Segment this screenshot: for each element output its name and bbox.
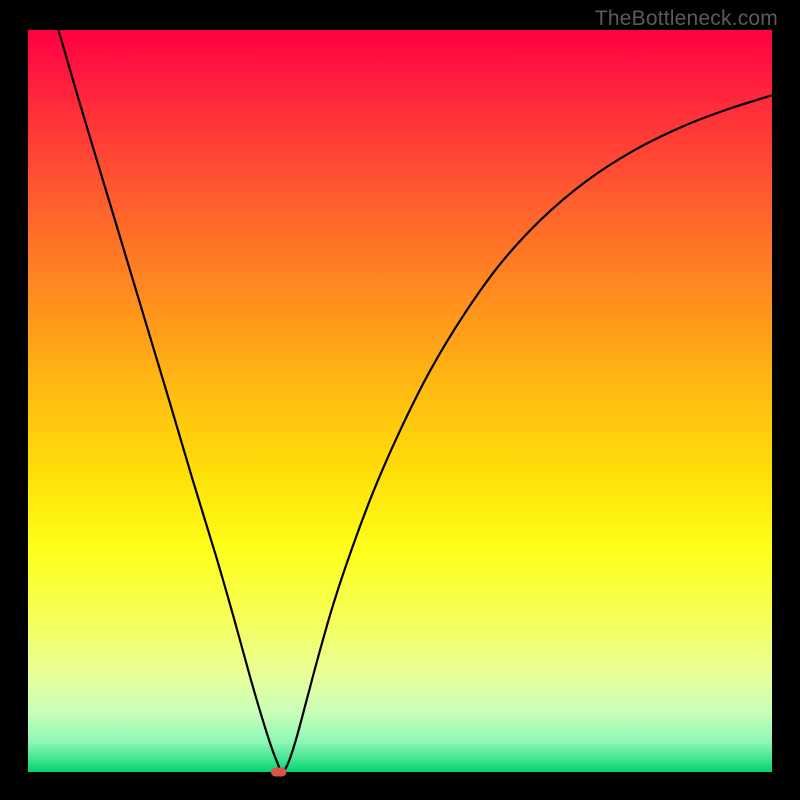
chart-container: TheBottleneck.com	[0, 0, 800, 800]
plot-background	[28, 30, 772, 772]
optimal-point-marker	[271, 768, 287, 777]
bottleneck-chart	[0, 0, 800, 800]
watermark-text: TheBottleneck.com	[595, 7, 778, 31]
